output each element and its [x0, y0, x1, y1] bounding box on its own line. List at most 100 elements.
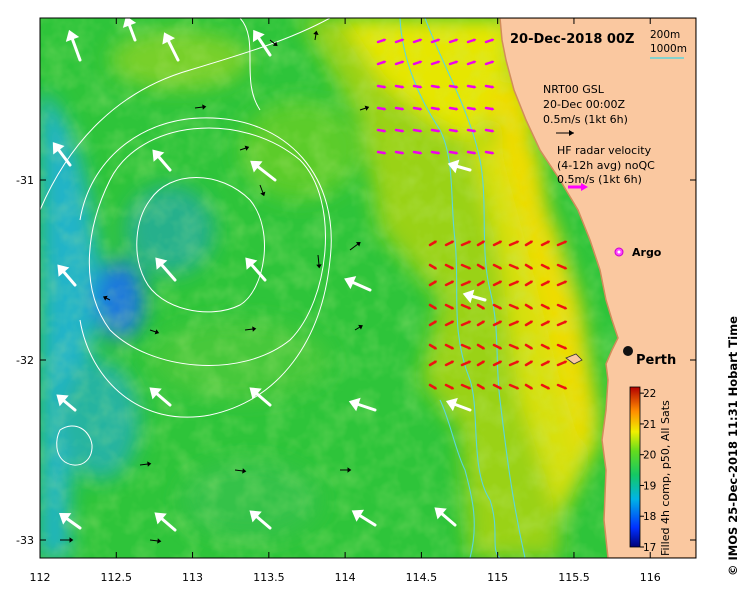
velocity-arrow	[394, 106, 404, 111]
velocity-arrowhead	[499, 280, 503, 284]
velocity-arrowhead	[242, 468, 247, 474]
velocity-arrowhead	[351, 509, 365, 522]
velocity-arrow	[430, 150, 440, 155]
velocity-arrowhead	[316, 264, 322, 269]
velocity-arrowhead	[149, 387, 162, 400]
x-tick-label: 112.5	[101, 571, 133, 584]
velocity-arrow	[149, 329, 157, 333]
velocity-arrow	[460, 320, 471, 327]
velocity-arrow	[492, 343, 502, 350]
velocity-arrowhead	[516, 320, 520, 324]
velocity-arrow	[359, 107, 367, 111]
velocity-arrowhead	[455, 129, 459, 133]
velocity-arrowhead	[434, 360, 438, 364]
velocity-arrow	[444, 263, 454, 270]
velocity-arrow	[139, 463, 149, 466]
velocity-arrowhead	[202, 104, 207, 110]
velocity-arrow	[444, 303, 454, 310]
velocity-arrow	[430, 38, 440, 44]
velocity-arrowhead	[530, 240, 534, 244]
velocity-arrowhead	[434, 280, 438, 284]
velocity-arrow	[412, 106, 422, 111]
velocity-arrow	[492, 383, 502, 390]
gsl-velocity-arrows	[60, 30, 370, 544]
velocity-arrow	[492, 240, 502, 247]
velocity-arrow	[556, 280, 567, 287]
velocity-arrow	[460, 303, 471, 310]
velocity-arrowhead	[434, 306, 438, 310]
velocity-arrow	[492, 280, 502, 287]
velocity-arrowhead	[564, 320, 568, 324]
velocity-arrow	[466, 106, 476, 111]
velocity-arrowhead	[437, 60, 441, 64]
velocity-arrowhead	[434, 507, 447, 520]
velocity-arrowhead	[249, 387, 262, 400]
velocity-arrowhead	[547, 320, 551, 324]
velocity-arrow	[460, 240, 471, 247]
velocity-arrow	[156, 154, 172, 172]
velocity-arrow	[64, 516, 82, 530]
velocity-arrow	[524, 240, 533, 247]
velocity-arrow	[439, 511, 457, 527]
velocity-arrow	[105, 297, 111, 301]
velocity-arrow	[254, 391, 272, 407]
velocity-arrow	[269, 39, 276, 45]
velocity-arrowhead	[491, 129, 495, 133]
velocity-arrow	[159, 516, 177, 532]
velocity-arrowhead	[530, 306, 534, 310]
depth-contours	[399, 18, 526, 558]
depth-legend: 200m 1000m	[650, 29, 687, 59]
velocity-arrowhead	[451, 280, 455, 284]
velocity-arrowhead	[468, 280, 472, 284]
velocity-arrowhead	[482, 346, 486, 350]
velocity-arrowhead	[347, 467, 352, 473]
velocity-arrowhead	[383, 151, 387, 155]
velocity-arrowhead	[468, 240, 472, 244]
velocity-arrow	[460, 263, 471, 270]
velocity-arrow	[428, 383, 437, 390]
velocity-arrowhead	[419, 129, 423, 133]
velocity-arrow	[412, 150, 422, 155]
velocity-arrowhead	[252, 29, 265, 43]
velocity-arrowhead	[364, 105, 370, 111]
velocity-arrow	[448, 60, 458, 66]
colorbar-tick-label: 21	[643, 419, 656, 431]
velocity-arrowhead	[468, 320, 472, 324]
velocity-arrowhead	[348, 397, 361, 412]
velocity-arrowhead	[482, 320, 486, 324]
velocity-arrowhead	[547, 386, 551, 390]
velocity-arrow	[524, 263, 533, 270]
velocity-arrow	[476, 240, 485, 247]
velocity-arrow	[412, 38, 422, 44]
velocity-arrowhead	[564, 386, 568, 390]
velocity-arrowhead	[445, 397, 458, 412]
colorbar-tick-label: 17	[643, 542, 656, 554]
velocity-arrow	[484, 128, 494, 133]
velocity-arrow	[256, 35, 272, 57]
velocity-arrowhead	[162, 32, 176, 45]
velocity-arrow	[448, 84, 458, 89]
velocity-arrow	[430, 128, 440, 133]
velocity-arrowhead	[491, 107, 495, 111]
gsl-legend-line1: NRT00 GSL	[543, 83, 605, 96]
velocity-arrowhead	[434, 386, 438, 390]
velocity-arrow	[466, 150, 476, 155]
velocity-arrow	[556, 320, 567, 327]
velocity-arrow	[127, 22, 137, 42]
velocity-arrowhead	[419, 60, 423, 64]
velocity-arrow	[349, 243, 359, 251]
velocity-arrowhead	[482, 306, 486, 310]
velocity-arrowhead	[491, 60, 495, 64]
perth-marker: Perth	[623, 346, 676, 368]
velocity-arrow	[556, 240, 567, 247]
velocity-arrowhead	[155, 257, 168, 270]
velocity-arrowhead	[447, 159, 460, 174]
velocity-arrow	[460, 360, 471, 367]
colorbar-tick-label: 18	[643, 511, 656, 523]
velocity-arrowhead	[401, 60, 405, 64]
velocity-arrow	[376, 150, 386, 155]
velocity-arrowhead	[451, 346, 455, 350]
velocity-arrow	[394, 60, 404, 66]
velocity-arrow	[508, 343, 519, 350]
land-western-australia	[499, 18, 696, 558]
